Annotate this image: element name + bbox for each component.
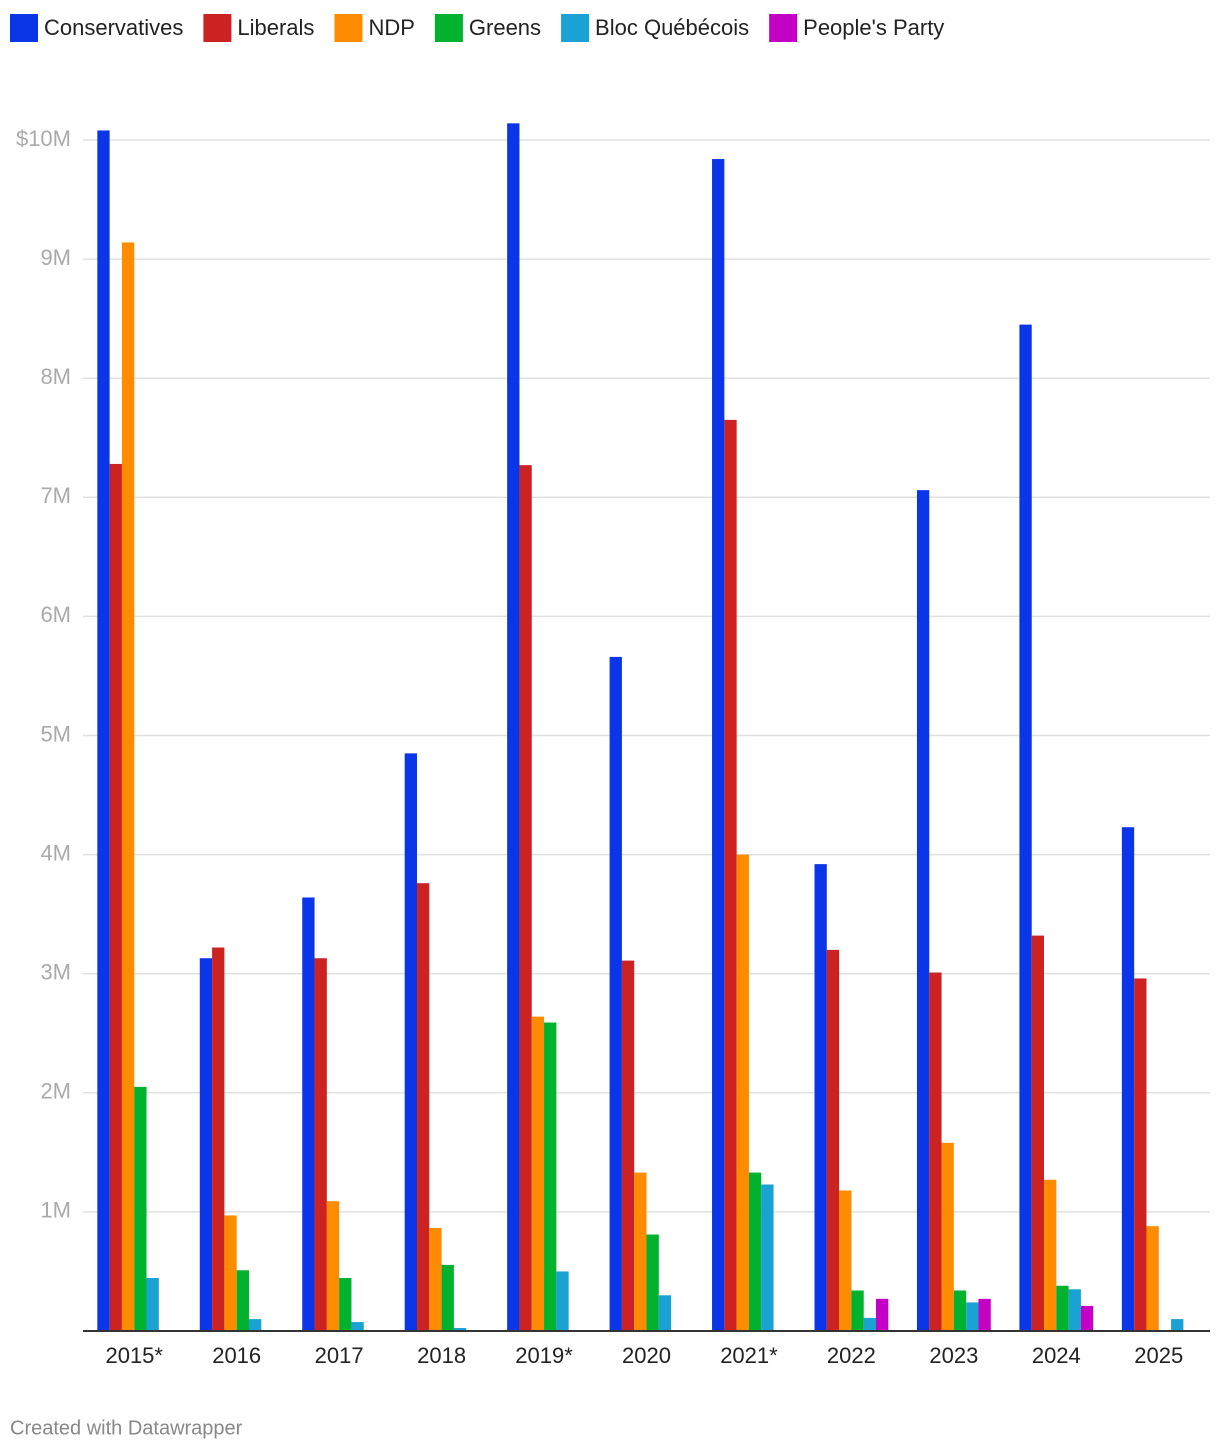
- bar: [876, 1298, 889, 1331]
- y-tick-label: 1M: [40, 1198, 71, 1223]
- bar: [658, 1295, 672, 1331]
- bar: [224, 1215, 237, 1331]
- bar: [978, 1298, 991, 1331]
- bar: [634, 1172, 647, 1331]
- bar: [453, 1328, 467, 1331]
- bar: [302, 897, 315, 1331]
- x-tick-label: 2024: [1032, 1343, 1081, 1368]
- bar: [519, 465, 532, 1331]
- legend-label: Bloc Québécois: [595, 15, 749, 40]
- bar: [748, 1172, 762, 1331]
- legend-swatch: [10, 14, 38, 42]
- bar: [146, 1278, 159, 1331]
- bar: [121, 242, 135, 1331]
- bar: [339, 1278, 352, 1331]
- bar: [724, 419, 737, 1331]
- bar: [248, 1319, 262, 1331]
- x-tick-label: 2023: [929, 1343, 978, 1368]
- bar: [712, 159, 725, 1331]
- bar: [609, 656, 622, 1331]
- bar: [1146, 1226, 1159, 1331]
- legend-label: Liberals: [237, 15, 314, 40]
- bar: [1019, 324, 1032, 1332]
- y-tick-label: 2M: [40, 1079, 71, 1104]
- x-tick-label: 2022: [827, 1343, 876, 1368]
- bar: [556, 1271, 569, 1331]
- y-tick-label: $10M: [16, 126, 71, 151]
- x-tick-label: 2016: [212, 1343, 261, 1368]
- bar: [916, 490, 930, 1331]
- bar: [929, 972, 942, 1331]
- bar: [1056, 1285, 1069, 1331]
- y-tick-label: 9M: [40, 245, 71, 270]
- legend-swatch: [434, 14, 463, 42]
- bar: [314, 958, 327, 1331]
- legend-swatch: [561, 14, 590, 42]
- legend-label: People's Party: [803, 15, 944, 40]
- bar: [1171, 1319, 1184, 1331]
- y-tick-label: 8M: [40, 364, 71, 389]
- x-tick-label: 2018: [417, 1343, 466, 1368]
- bar: [507, 123, 520, 1331]
- bar: [134, 1086, 147, 1331]
- bar: [646, 1234, 659, 1331]
- bar: [736, 854, 749, 1331]
- bar: [621, 960, 635, 1331]
- bar: [1134, 978, 1147, 1331]
- bar: [1044, 1179, 1057, 1331]
- bar: [404, 753, 417, 1331]
- x-tick-label: 2015*: [105, 1343, 163, 1368]
- bar: [531, 1016, 545, 1331]
- x-tick-label: 2021*: [720, 1343, 778, 1368]
- bar: [351, 1322, 364, 1331]
- bar: [199, 958, 213, 1331]
- bar: [212, 947, 225, 1331]
- legend-swatch: [769, 14, 798, 42]
- legend-swatch: [334, 14, 363, 42]
- bar: [326, 1201, 340, 1331]
- legend-label: NDP: [368, 15, 414, 40]
- y-tick-label: 5M: [40, 721, 71, 746]
- bar: [761, 1184, 774, 1331]
- bar: [109, 463, 122, 1331]
- bar: [826, 949, 840, 1331]
- bar: [1121, 827, 1135, 1331]
- bar: [544, 1022, 557, 1331]
- bar: [966, 1302, 979, 1331]
- legend-label: Conservatives: [44, 15, 183, 40]
- legend-swatch: [203, 14, 232, 42]
- y-tick-label: 6M: [40, 602, 71, 627]
- bar: [1031, 935, 1045, 1331]
- y-tick-label: 7M: [40, 483, 71, 508]
- bar: [429, 1227, 442, 1331]
- bar: [416, 883, 430, 1331]
- y-tick-label: 3M: [40, 960, 71, 985]
- bar: [97, 130, 110, 1331]
- bar: [1080, 1305, 1094, 1331]
- footer: Created with Datawrapper: [10, 1417, 243, 1439]
- x-tick-label: 2019*: [515, 1343, 573, 1368]
- bar: [1068, 1289, 1081, 1331]
- bar: [863, 1317, 877, 1331]
- bar: [839, 1190, 852, 1331]
- bar: [814, 864, 827, 1331]
- bar: [953, 1290, 967, 1331]
- legend-label: Greens: [469, 15, 541, 40]
- bar: [941, 1142, 954, 1331]
- bar: [441, 1264, 454, 1331]
- x-tick-label: 2025: [1134, 1343, 1183, 1368]
- bar: [236, 1270, 249, 1331]
- x-tick-label: 2017: [315, 1343, 364, 1368]
- bar: [851, 1290, 864, 1331]
- x-tick-label: 2020: [622, 1343, 671, 1368]
- y-tick-label: 4M: [40, 840, 71, 865]
